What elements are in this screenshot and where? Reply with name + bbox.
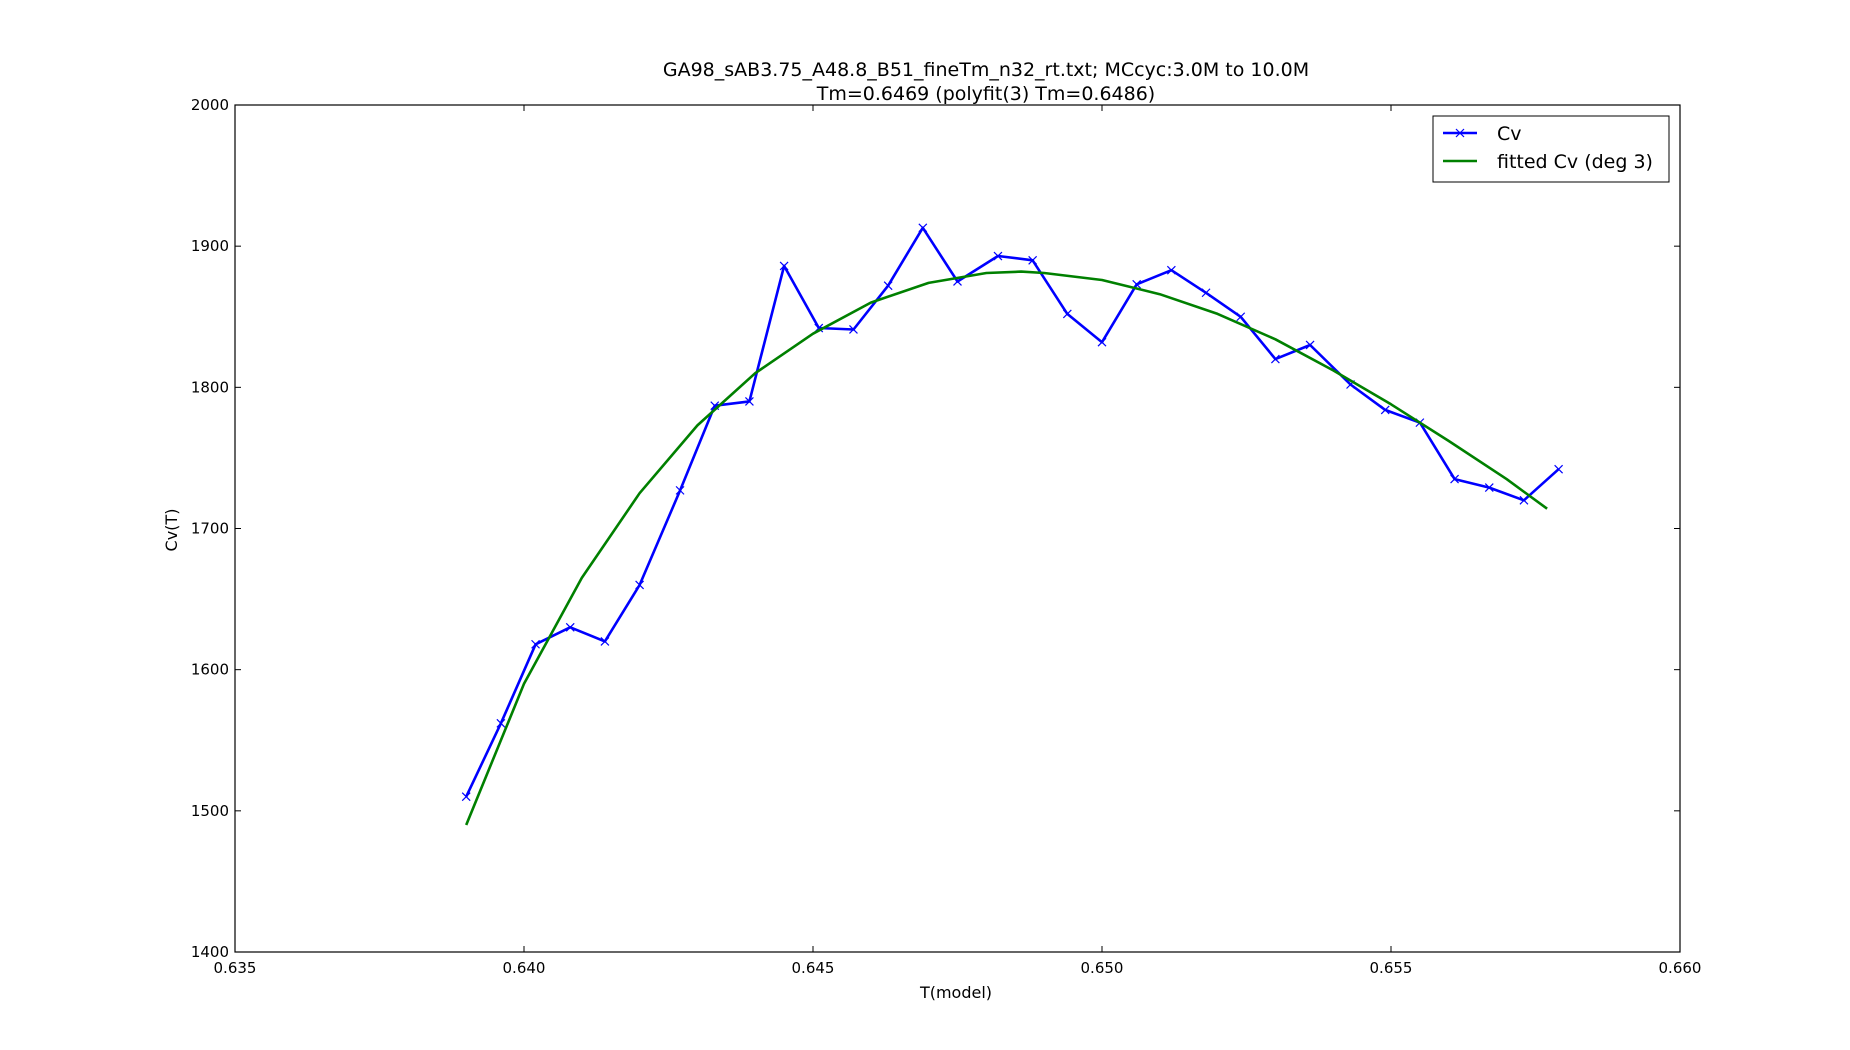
data-point <box>1236 312 1246 322</box>
data-point <box>1305 340 1315 350</box>
series-line-1 <box>464 270 1548 826</box>
x-tick-label: 0.660 <box>1659 959 1702 977</box>
x-tick-label: 0.640 <box>503 959 546 977</box>
data-point <box>1380 405 1390 415</box>
y-tick-label: 1900 <box>191 237 229 255</box>
x-tick-label: 0.645 <box>792 959 835 977</box>
legend-box <box>1432 115 1670 183</box>
data-point <box>1166 265 1176 275</box>
y-tick-label: 2000 <box>191 96 229 114</box>
data-point <box>675 485 685 495</box>
data-point <box>461 792 471 802</box>
axis-ticks: 0.635 0.640 0.645 0.650 0.655 0.660 1400 1500 16… <box>191 96 1702 977</box>
axes-frame <box>234 104 1681 953</box>
data-point <box>1519 495 1529 505</box>
x-axis-label: T(model) <box>919 983 992 1002</box>
y-tick-label: 1500 <box>191 802 229 820</box>
data-point <box>918 223 928 233</box>
x-tick-label: 0.655 <box>1370 959 1413 977</box>
data-point <box>565 622 575 632</box>
data-point <box>531 639 540 649</box>
data-point <box>1097 337 1107 347</box>
y-tick-label: 1400 <box>191 943 229 961</box>
data-point <box>1450 474 1460 484</box>
chart-title: GA98_sAB3.75_A48.8_B51_fineTm_n32_rt.txt… <box>663 59 1309 81</box>
y-tick-label: 1700 <box>191 520 229 538</box>
y-tick-label: 1800 <box>191 378 229 396</box>
legend-marker <box>1455 128 1465 138</box>
legend-label: fitted Cv (deg 3) <box>1497 151 1653 173</box>
data-point <box>1062 309 1072 319</box>
y-tick-label: 1600 <box>191 661 229 679</box>
x-tick-label: 0.650 <box>1081 959 1124 977</box>
plot-area <box>461 223 1564 826</box>
data-point <box>1028 255 1038 265</box>
data-point <box>1270 354 1280 364</box>
data-point <box>849 325 858 334</box>
data-point <box>744 397 754 406</box>
data-point <box>1201 288 1211 298</box>
chart-subtitle: Tm=0.6469 (polyfit(3) Tm=0.6486) <box>816 83 1155 105</box>
data-point <box>635 580 645 590</box>
data-point <box>779 261 789 271</box>
series-line-0 <box>465 226 1560 798</box>
data-point <box>883 281 893 291</box>
data-point <box>600 637 610 646</box>
data-point <box>496 718 506 728</box>
data-point <box>1554 464 1564 474</box>
x-tick-label: 0.635 <box>214 959 257 977</box>
y-axis-label: Cv(T) <box>162 509 181 552</box>
legend: Cv fitted Cv (deg 3) <box>1432 115 1670 183</box>
legend-label: Cv <box>1497 123 1522 145</box>
data-point <box>993 251 1003 261</box>
data-point <box>1484 483 1494 492</box>
